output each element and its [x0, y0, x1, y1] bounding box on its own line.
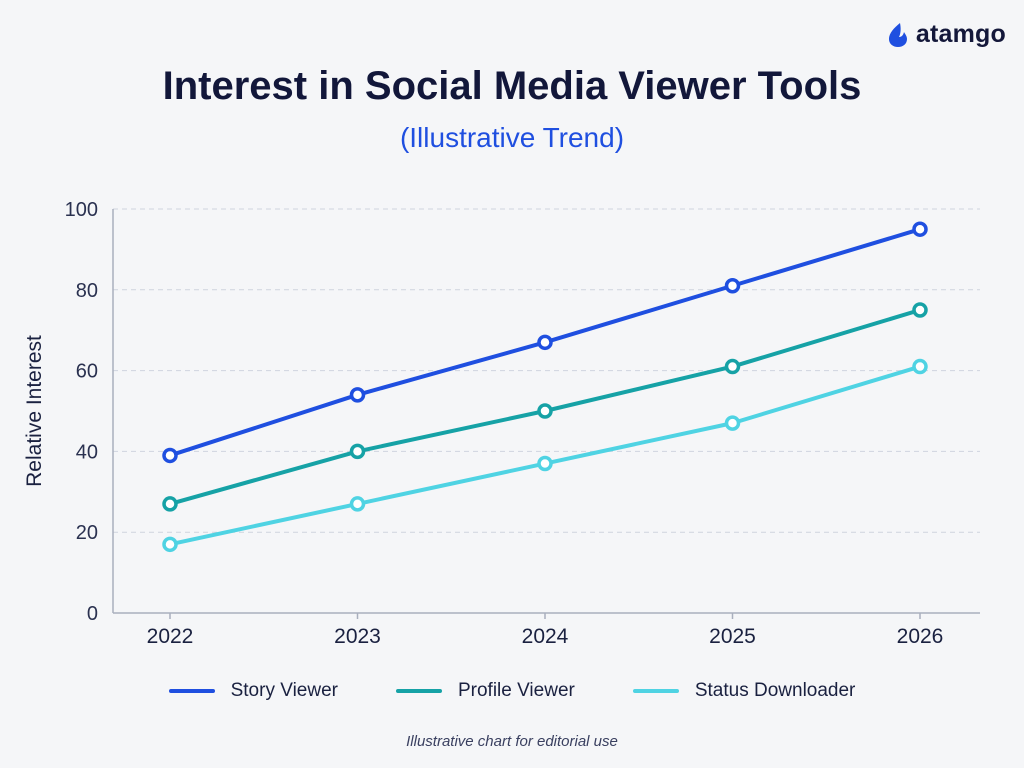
y-tick-label: 40: [76, 441, 98, 463]
data-point: [349, 496, 366, 512]
legend-item: Profile Viewer: [395, 680, 575, 702]
x-tick-label: 2023: [334, 625, 381, 648]
y-tick-label: 20: [76, 522, 98, 544]
data-point: [912, 302, 928, 318]
legend-label: Profile Viewer: [457, 680, 575, 701]
brand-logo: atamgo: [886, 20, 1006, 49]
legend-item: Status Downloader: [632, 680, 856, 702]
legend-item: Story Viewer: [168, 680, 338, 702]
data-point: [537, 403, 553, 419]
data-point: [912, 358, 928, 375]
series-line-status-downloader: [168, 364, 922, 547]
data-point: [162, 447, 178, 464]
flame-icon: [888, 22, 907, 47]
data-point: [162, 496, 178, 512]
x-tick-label: 2026: [897, 625, 944, 648]
data-point: [537, 455, 553, 472]
legend-label: Status Downloader: [694, 680, 856, 701]
data-point: [724, 358, 741, 375]
chart-title: Interest in Social Media Viewer Tools: [162, 64, 862, 108]
data-point: [912, 221, 928, 237]
data-point: [349, 443, 366, 460]
chart-subtitle: (Illustrative Trend): [399, 122, 625, 153]
data-point: [537, 334, 553, 351]
legend-swatch: [632, 689, 679, 693]
footnote: Illustrative chart for editorial use: [406, 733, 618, 750]
legend-label: Story Viewer: [230, 680, 338, 701]
y-tick-label: 0: [87, 603, 98, 625]
brand-name: atamgo: [915, 20, 1006, 48]
y-tick-label: 60: [76, 361, 98, 383]
data-point: [724, 278, 741, 294]
data-point: [162, 536, 178, 553]
x-tick-label: 2025: [709, 625, 756, 648]
legend-swatch: [168, 689, 215, 693]
x-tick-label: 2024: [522, 625, 569, 648]
y-tick-label: 80: [76, 280, 98, 302]
data-point: [724, 415, 741, 431]
legend-swatch: [395, 689, 442, 693]
x-tick-label: 2022: [147, 625, 194, 648]
chart-legend: Story Viewer Profile Viewer Status Downloa…: [0, 680, 1024, 702]
y-axis-label: Relative Interest: [23, 335, 46, 487]
data-point: [349, 387, 366, 403]
y-tick-label: 100: [65, 199, 98, 221]
